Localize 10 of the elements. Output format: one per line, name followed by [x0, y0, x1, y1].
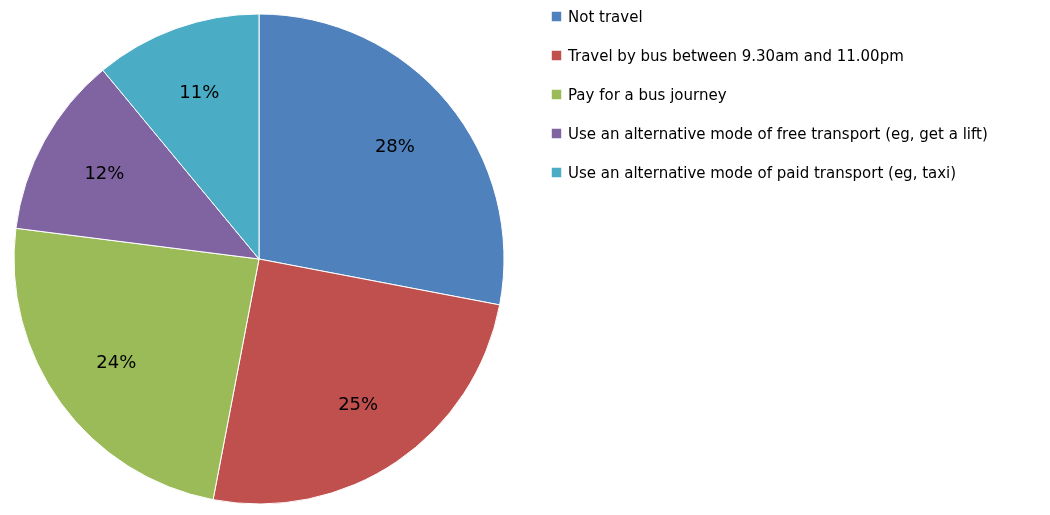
data-label: 12% [84, 162, 125, 184]
legend-label: Not travel [568, 7, 643, 26]
legend-label: Use an alternative mode of free transport (eg, get a lift) [568, 124, 988, 143]
legend-label: Pay for a bus journey [568, 85, 727, 104]
data-label: 11% [179, 81, 220, 103]
data-label: 28% [374, 134, 415, 156]
legend-label: Travel by bus between 9.30am and 11.00pm [567, 46, 904, 65]
data-label: 25% [338, 392, 379, 414]
data-label: 24% [96, 350, 137, 372]
legend-label: Use an alternative mode of paid transport (eg, taxi) [568, 163, 957, 182]
